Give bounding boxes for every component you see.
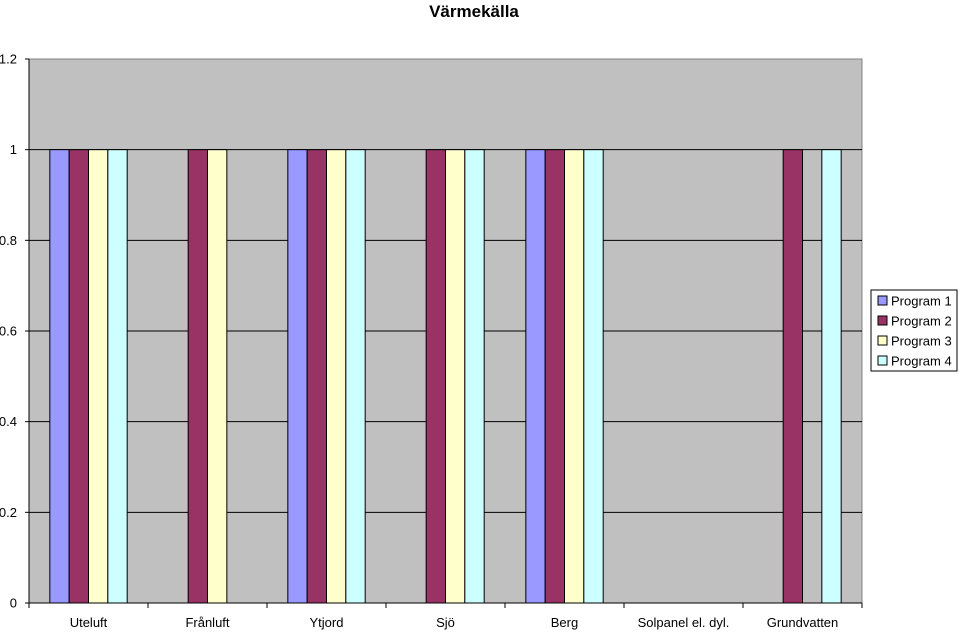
bars <box>49 149 842 604</box>
legend-swatch <box>877 355 888 366</box>
x-axis: Uteluft Frånluft Ytjord Sjö Berg Solpanel el.… <box>28 602 863 630</box>
x-category-label: Frånluft <box>185 615 229 630</box>
bar-program-3 <box>326 149 347 604</box>
y-tick-label: 1.2 <box>0 52 17 67</box>
legend-swatch <box>877 295 888 306</box>
bar-program-3 <box>207 149 228 604</box>
x-category-label: Berg <box>551 615 578 630</box>
y-axis: 0 0.2 0.4 0.6 0.8 1 1.2 <box>0 52 30 611</box>
bar-program-1 <box>49 149 70 604</box>
bar-program-3 <box>88 149 109 604</box>
legend-label: Program 1 <box>891 294 952 309</box>
bar-program-4 <box>107 149 128 604</box>
x-category-label: Uteluft <box>70 615 108 630</box>
bar-program-3 <box>445 149 466 604</box>
chart-title: Värmekälla <box>429 2 519 21</box>
y-tick-label: 0.2 <box>0 505 17 520</box>
legend-swatch <box>877 315 888 326</box>
legend-label: Program 4 <box>891 354 952 369</box>
bar-program-1 <box>525 149 546 604</box>
bar-program-4 <box>464 149 485 604</box>
bar-program-3 <box>564 149 585 604</box>
bar-program-2 <box>68 149 89 604</box>
bar-program-1 <box>287 149 308 604</box>
legend-swatch <box>877 335 888 346</box>
legend-label: Program 2 <box>891 314 952 329</box>
y-tick-label: 1 <box>10 142 17 157</box>
legend-label: Program 3 <box>891 334 952 349</box>
y-tick-label: 0.4 <box>0 414 17 429</box>
bar-program-4 <box>583 149 604 604</box>
bar-program-2 <box>782 149 803 604</box>
x-category-label: Ytjord <box>310 615 344 630</box>
bar-program-2 <box>425 149 447 604</box>
y-tick-label: 0.8 <box>0 233 17 248</box>
bar-program-2 <box>306 149 328 604</box>
bar-program-4 <box>345 149 366 604</box>
x-category-label: Solpanel el. dyl. <box>638 615 730 630</box>
bar-program-4 <box>821 149 842 604</box>
y-tick-label: 0 <box>10 596 17 611</box>
legend: Program 1 Program 2 Program 3 Program 4 <box>870 289 958 372</box>
x-category-label: Grundvatten <box>767 615 839 630</box>
bar-program-2 <box>544 149 565 604</box>
x-category-label: Sjö <box>436 615 455 630</box>
y-tick-label: 0.6 <box>0 324 17 339</box>
bar-program-2 <box>187 149 209 604</box>
